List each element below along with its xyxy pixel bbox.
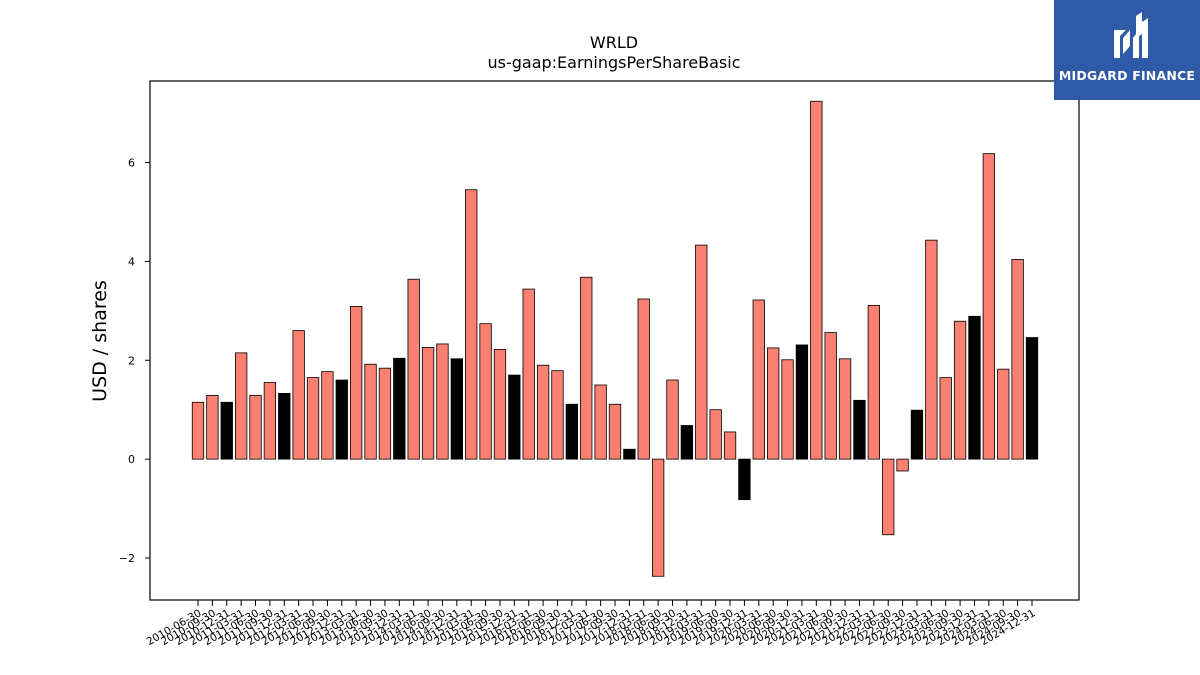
bar-2018-09-30 xyxy=(666,379,679,460)
y-tick-label: −2 xyxy=(119,552,135,565)
bar-2013-03-31 xyxy=(350,305,363,460)
bar-2017-12-31 xyxy=(623,448,636,460)
bar-2015-12-31 xyxy=(508,374,521,460)
bar-2017-06-30 xyxy=(594,384,607,460)
y-tick-label: 2 xyxy=(128,354,135,367)
bar-2015-06-30 xyxy=(479,323,492,460)
bar-2020-03-31 xyxy=(752,299,765,460)
bar-2012-06-30 xyxy=(306,377,320,460)
bar-2021-09-30 xyxy=(838,358,852,460)
logo-text: MIDGARD FINANCE xyxy=(1058,68,1196,83)
bar-2019-03-31 xyxy=(695,244,708,460)
chart-subtitle: us-gaap:EarningsPerShareBasic xyxy=(487,53,740,72)
bar-2014-03-31 xyxy=(407,278,420,460)
midgard-logo-icon xyxy=(1114,12,1148,58)
y-tick-label: 0 xyxy=(128,453,135,466)
bar-2024-09-30 xyxy=(1011,259,1024,460)
bar-2020-09-30 xyxy=(781,359,794,460)
y-axis-label: USD / shares xyxy=(89,280,111,402)
bar-2023-12-31 xyxy=(968,315,981,460)
bar-2023-03-31 xyxy=(925,239,938,460)
bar-2020-12-31 xyxy=(795,344,809,460)
bar-2014-12-31 xyxy=(450,358,463,460)
bar-2013-09-30 xyxy=(378,367,392,460)
bar-2015-03-31 xyxy=(465,189,478,460)
bar-2011-06-30 xyxy=(249,394,262,460)
bar-2022-03-31 xyxy=(867,305,880,460)
bar-2010-12-31 xyxy=(220,401,233,460)
bar-2012-09-30 xyxy=(321,371,334,460)
bar-2019-12-31 xyxy=(738,458,751,501)
bar-2014-09-30 xyxy=(436,343,449,460)
bar-2023-09-30 xyxy=(953,320,967,460)
y-tick-label: 4 xyxy=(128,255,135,268)
bar-2024-03-31 xyxy=(982,153,996,460)
bar-2020-06-30 xyxy=(767,347,780,460)
bar-2016-06-30 xyxy=(536,364,550,460)
bar-2012-03-31 xyxy=(292,330,305,460)
bar-2019-09-30 xyxy=(723,431,737,460)
bar-2014-06-30 xyxy=(421,347,435,460)
y-tick-label: 6 xyxy=(128,157,135,170)
bar-2011-03-31 xyxy=(234,352,248,460)
bar-2022-12-31 xyxy=(910,409,924,460)
bar-2017-03-31 xyxy=(580,276,593,460)
bar-2015-09-30 xyxy=(493,348,507,460)
bar-2023-06-30 xyxy=(939,377,952,460)
bar-2016-09-30 xyxy=(551,370,564,460)
bar-2018-12-31 xyxy=(680,425,694,460)
plot-frame xyxy=(149,80,1080,601)
bar-2024-06-30 xyxy=(997,368,1010,460)
bar-2021-12-31 xyxy=(853,399,866,460)
bar-2017-09-30 xyxy=(608,403,622,460)
bar-2010-09-30 xyxy=(206,394,219,460)
company-logo: MIDGARD FINANCE xyxy=(1054,0,1200,100)
bar-2013-12-31 xyxy=(393,357,406,460)
bar-2018-06-30 xyxy=(651,458,665,577)
x-axis: 2010-06-302010-09-302010-12-312011-03-31… xyxy=(145,600,1038,648)
bar-2021-03-31 xyxy=(810,100,823,460)
bar-2012-12-31 xyxy=(335,379,348,460)
chart-title: WRLD xyxy=(590,33,638,52)
bar-2022-09-30 xyxy=(896,458,909,472)
bar-2019-06-30 xyxy=(709,409,722,460)
bar-2022-06-30 xyxy=(882,458,895,536)
bars-group xyxy=(191,100,1039,577)
bar-2016-12-31 xyxy=(565,403,579,460)
bar-2013-06-30 xyxy=(364,363,377,460)
bar-2024-12-31 xyxy=(1025,337,1039,460)
bar-2010-06-30 xyxy=(191,401,205,460)
bar-2011-12-31 xyxy=(278,392,291,460)
bar-2011-09-30 xyxy=(263,382,277,460)
bar-2016-03-31 xyxy=(522,288,535,460)
bar-2021-06-30 xyxy=(824,332,837,460)
bar-2018-03-31 xyxy=(637,298,650,460)
y-axis: −2 0 2 4 6 xyxy=(119,157,150,565)
